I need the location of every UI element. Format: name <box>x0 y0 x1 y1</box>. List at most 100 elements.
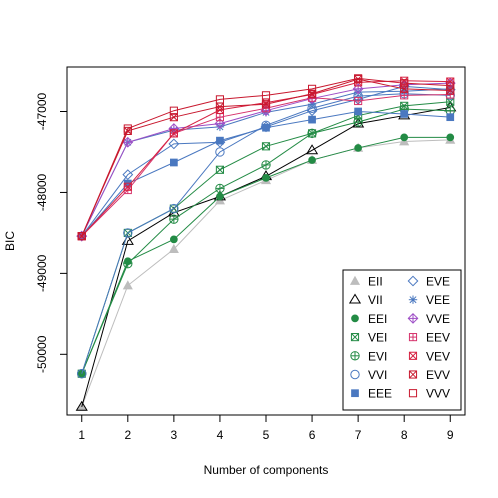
series-line-vvv <box>81 77 451 237</box>
point-evi-5 <box>261 160 271 170</box>
point-vei-5 <box>261 142 271 151</box>
point-eve-3 <box>168 138 180 150</box>
legend-label-eei: EEI <box>368 312 387 326</box>
legend-label-eev: EEV <box>426 331 450 345</box>
x-axis: 1 2 3 4 5 6 7 8 9 <box>78 414 454 442</box>
point-vii-1 <box>75 400 88 411</box>
y-axis-label: BIC <box>3 231 17 251</box>
legend-label-vvv: VVV <box>426 387 450 401</box>
point-vvv-6 <box>307 84 317 93</box>
legend-item-vev: VEV <box>408 349 450 363</box>
legend-marker-vee <box>408 295 418 304</box>
legend-label-eii: EII <box>368 275 383 289</box>
legend-label-eee: EEE <box>368 387 392 401</box>
point-vvv-7 <box>354 74 363 83</box>
series-vev <box>77 76 455 241</box>
point-vvv-8 <box>400 79 409 88</box>
point-vvv-2 <box>123 124 132 133</box>
point-eei-3 <box>170 235 178 244</box>
point-eii-2 <box>122 280 133 290</box>
legend-label-vve: VVE <box>426 312 450 326</box>
point-evv-3 <box>169 113 178 122</box>
legend-marker-vei <box>350 333 360 342</box>
legend-item-vei: VEI <box>350 331 387 345</box>
point-evv-6 <box>307 89 317 98</box>
legend-marker-eee <box>351 389 359 398</box>
point-vii-6 <box>305 144 319 155</box>
x-tick-label: 8 <box>401 428 408 442</box>
point-vve-2 <box>122 136 134 148</box>
legend-item-vee: VEE <box>408 293 450 307</box>
legend-item-eee: EEE <box>351 387 392 401</box>
legend-box <box>342 269 462 411</box>
legend-label-vei: VEI <box>368 331 387 345</box>
x-tick-label: 2 <box>124 428 131 442</box>
point-eee-4 <box>216 136 224 145</box>
point-eve-4 <box>214 136 226 148</box>
point-vvv-1 <box>77 232 86 241</box>
point-evi-2 <box>123 258 133 269</box>
y-tick-label: -49000 <box>35 254 49 292</box>
legend-item-vvv: VVV <box>408 387 450 401</box>
legend-marker-eve <box>407 275 419 287</box>
legend-label-evi: EVI <box>368 349 387 363</box>
series-evv <box>77 75 455 241</box>
point-eei-9 <box>446 133 455 142</box>
series-layer <box>75 74 457 411</box>
legend-marker-vev <box>408 351 418 360</box>
legend-label-vee: VEE <box>426 293 450 307</box>
legend-label-vii: VII <box>368 293 383 307</box>
legend: EII VII EEI VEI EVI VVI EEE EVE VEE VVE EEV VEV EVV V… <box>342 269 462 411</box>
point-vvv-3 <box>169 106 178 115</box>
y-tick-label: -48000 <box>35 173 49 211</box>
legend-item-evi: EVI <box>350 349 387 363</box>
x-tick-label: 3 <box>171 428 178 442</box>
point-eee-7 <box>354 107 362 116</box>
point-eei-6 <box>308 156 316 164</box>
point-eev-7 <box>354 96 363 106</box>
y-tick-label: -47000 <box>35 93 49 131</box>
legend-label-vev: VEV <box>426 349 450 363</box>
point-evi-7 <box>353 117 363 127</box>
legend-item-eei: EEI <box>351 312 387 326</box>
legend-item-vvi: VVI <box>350 368 387 382</box>
point-eee-3 <box>170 158 178 167</box>
point-vev-3 <box>169 129 178 138</box>
x-tick-label: 9 <box>447 428 454 442</box>
point-evv-9 <box>446 86 455 95</box>
legend-marker-vii <box>348 293 362 304</box>
point-vvv-5 <box>261 91 271 100</box>
point-eve-5 <box>260 121 272 133</box>
x-axis-label: Number of components <box>204 463 329 477</box>
point-eee-6 <box>308 115 316 124</box>
legend-marker-vve <box>407 312 419 324</box>
point-vvi-4 <box>215 147 225 157</box>
legend-label-evv: EVV <box>426 368 450 382</box>
y-tick-label: -50000 <box>35 335 49 373</box>
point-evv-5 <box>261 100 271 109</box>
point-vvv-9 <box>446 81 455 90</box>
legend-item-vve: VVE <box>407 312 450 326</box>
y-axis: -50000 -49000 -48000 -47000 <box>35 93 68 373</box>
point-eii-3 <box>168 243 179 253</box>
legend-label-eve: EVE <box>426 275 450 289</box>
series-line-eve <box>81 85 451 237</box>
x-tick-label: 6 <box>309 428 316 442</box>
x-tick-label: 7 <box>355 428 362 442</box>
point-eei-4 <box>216 192 224 201</box>
x-tick-label: 1 <box>78 428 85 442</box>
legend-marker-vvv <box>408 389 418 398</box>
legend-marker-eii <box>349 275 361 285</box>
point-eee-9 <box>446 113 455 122</box>
legend-marker-vvi <box>350 369 360 380</box>
legend-label-vvi: VVI <box>368 368 387 382</box>
legend-item-eev: EEV <box>408 331 450 345</box>
point-vev-2 <box>123 182 132 191</box>
x-tick-label: 5 <box>263 428 270 442</box>
legend-marker-evi <box>350 351 360 361</box>
x-tick-label: 4 <box>217 428 224 442</box>
legend-item-vii: VII <box>348 293 383 307</box>
point-eev-8 <box>400 91 409 100</box>
point-vei-4 <box>215 165 225 174</box>
